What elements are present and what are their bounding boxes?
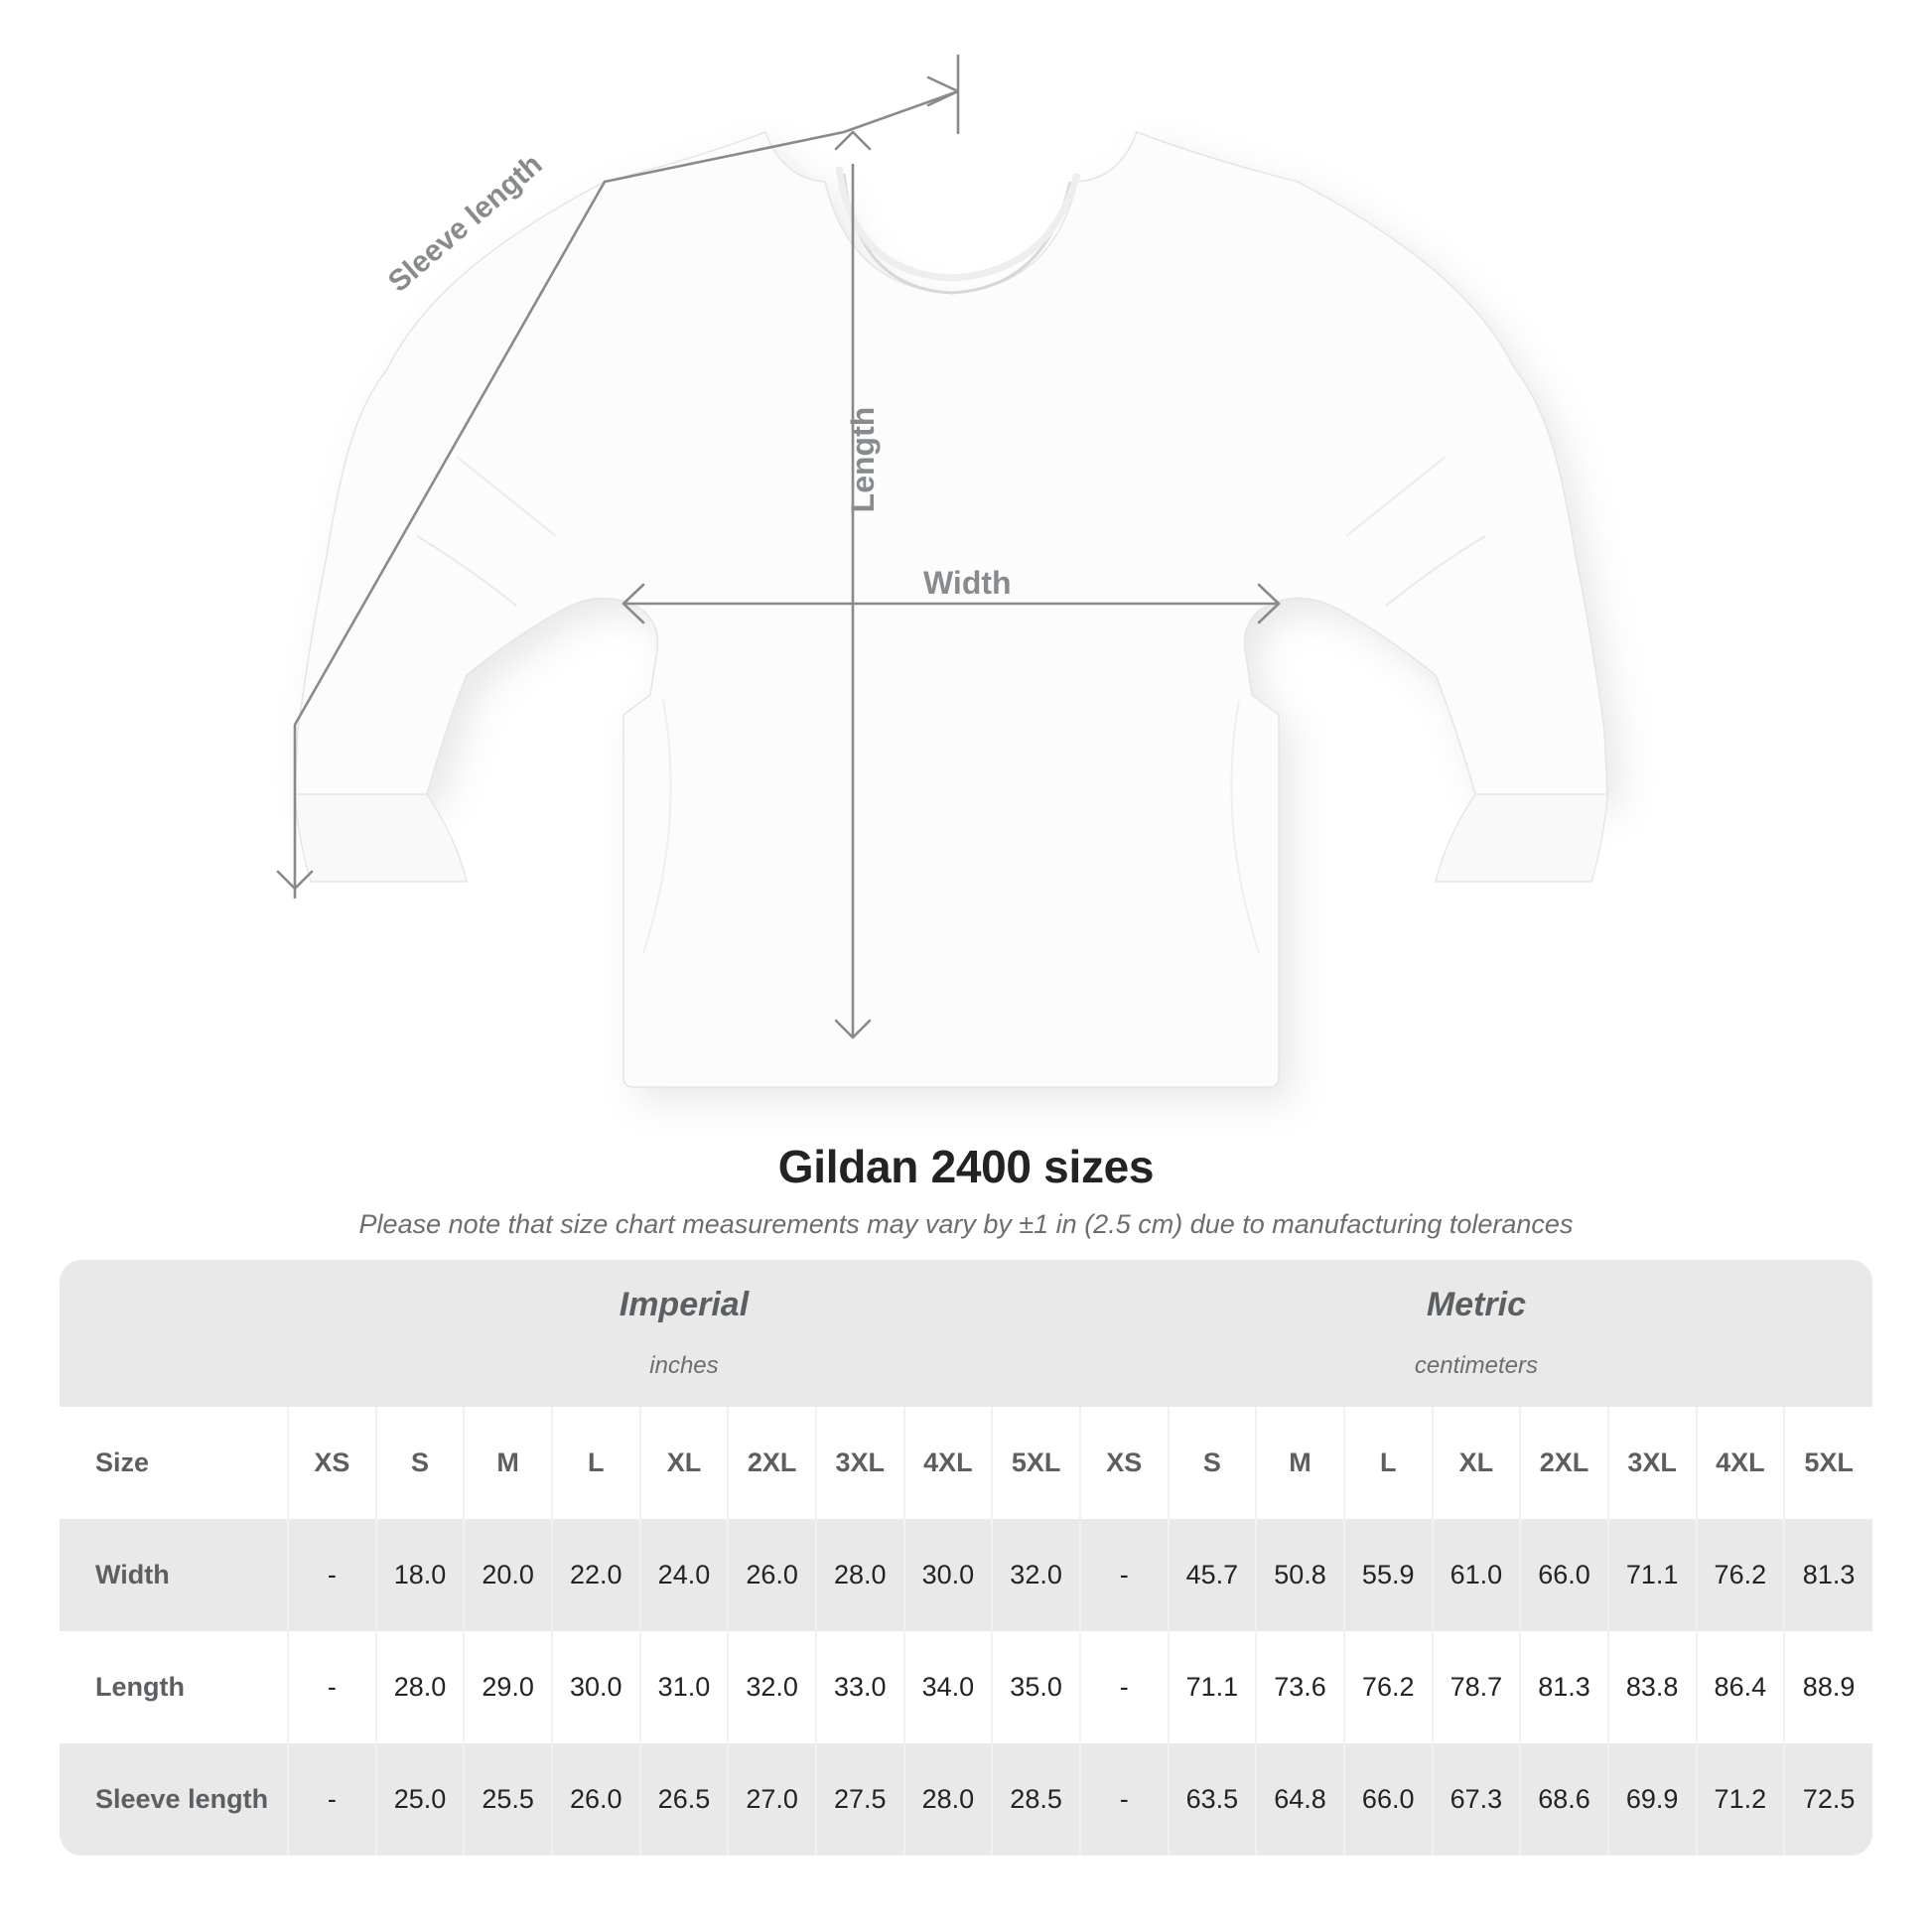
svg-text:Length: Length [845, 407, 881, 513]
svg-text:Width: Width [923, 565, 1012, 601]
